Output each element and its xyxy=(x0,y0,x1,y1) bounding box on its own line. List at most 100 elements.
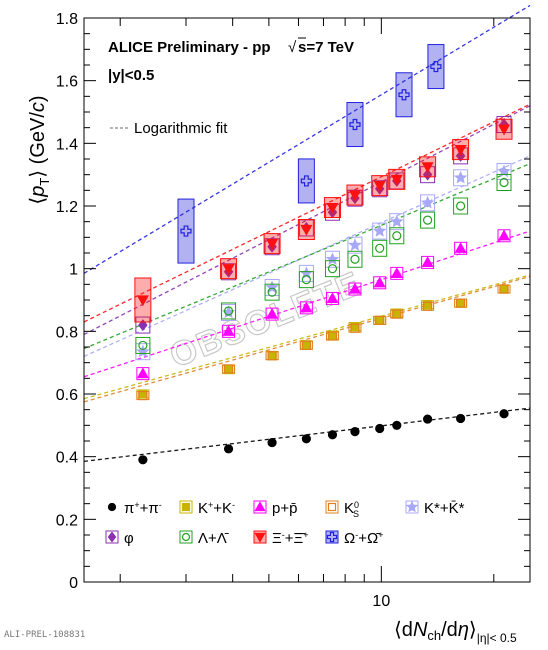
syst-box xyxy=(221,302,237,320)
y-tick-label: 0.2 xyxy=(56,512,78,529)
syst-box xyxy=(372,180,388,198)
data-point xyxy=(325,252,340,265)
data-point xyxy=(327,430,338,440)
data-point xyxy=(327,331,338,341)
fit-line xyxy=(83,163,531,350)
legend-marker xyxy=(181,502,191,512)
data-point xyxy=(373,181,386,192)
legend-entry: Λ+Λ̄ xyxy=(179,530,229,547)
data-point xyxy=(423,414,433,424)
syst-box xyxy=(395,72,413,118)
data-point xyxy=(456,298,466,308)
fit-line xyxy=(83,103,531,323)
data-point xyxy=(456,413,466,424)
series-2 xyxy=(136,229,511,381)
data-point xyxy=(349,118,361,131)
data-point xyxy=(301,340,311,351)
data-point xyxy=(375,243,385,253)
syst-box xyxy=(347,250,363,268)
syst-box xyxy=(496,163,512,181)
y-tick-label: 1 xyxy=(69,262,78,279)
data-point xyxy=(375,423,385,434)
data-point xyxy=(136,295,149,307)
y-tick-label: 0.4 xyxy=(56,450,78,467)
chart-title: ALICE Preliminary - pp xyxy=(108,39,271,56)
legend-label: K0 S xyxy=(344,500,359,519)
data-point xyxy=(222,264,235,275)
data-point xyxy=(348,282,361,294)
data-point xyxy=(300,301,313,313)
syst-box xyxy=(453,197,469,215)
data-point xyxy=(375,315,385,325)
legend-entry: φ xyxy=(105,530,134,547)
syst-box xyxy=(453,169,469,187)
data-point xyxy=(398,89,410,101)
legend-entry: K0 S xyxy=(325,500,359,519)
legend-box xyxy=(105,530,119,544)
syst-box xyxy=(427,44,445,90)
data-point xyxy=(430,60,442,73)
syst-box xyxy=(135,316,151,334)
data-point xyxy=(301,275,311,285)
legend-label: K*+K̄* xyxy=(424,500,465,517)
legend-marker xyxy=(254,501,266,512)
x-tick-label: 10 xyxy=(372,593,390,610)
data-point xyxy=(456,201,466,211)
data-point xyxy=(421,162,434,174)
legend-entry: Ξ-+Ξ̄+ xyxy=(253,530,309,547)
data-point xyxy=(392,420,402,430)
data-point xyxy=(348,190,361,202)
syst-box xyxy=(298,271,314,289)
syst-box xyxy=(389,213,405,231)
data-point xyxy=(373,224,387,237)
legend-entry: π++π- xyxy=(107,500,162,517)
syst-box xyxy=(389,227,405,245)
legend-label: Ω-+Ω̄+ xyxy=(344,530,383,547)
syst-box xyxy=(264,238,280,256)
syst-box xyxy=(177,198,195,264)
series-6 xyxy=(135,174,512,354)
data-point xyxy=(499,409,509,419)
legend-label: π++π- xyxy=(124,500,162,517)
data-point xyxy=(300,224,313,236)
legend-entry: K*+K̄* xyxy=(405,500,465,517)
legend-label: φ xyxy=(124,530,134,547)
data-point xyxy=(421,256,434,267)
data-point xyxy=(350,427,360,437)
y-tick-label: 1.8 xyxy=(56,11,78,28)
legend-marker xyxy=(326,531,338,543)
syst-box xyxy=(297,158,315,204)
chart-texts: 0 0.2 0.4 0.6 0.8 1 1.2 1.4 1.6 1.8 10⟨dNch/dη⟩|η|… xyxy=(27,11,517,645)
legend: π++π- K++K-p+p̄ K0 S K*+K̄* φ Λ+Λ̄ Ξ-+Ξ̄+ Ω-+Ω̄+ xyxy=(105,500,465,547)
syst-box xyxy=(324,260,340,278)
fit-line xyxy=(83,155,531,357)
data-point xyxy=(420,195,435,209)
y-tick-label: 0.8 xyxy=(56,324,78,341)
data-point xyxy=(222,325,235,336)
data-point xyxy=(456,298,466,308)
data-point xyxy=(390,174,403,186)
syst-box xyxy=(346,102,364,148)
series-8 xyxy=(177,44,445,264)
x-axis-label: ⟨dNch/dη⟩|η|< 0.5 xyxy=(394,619,517,645)
data-point xyxy=(326,202,339,214)
data-point xyxy=(373,276,386,288)
syst-box xyxy=(324,250,340,268)
data-point xyxy=(499,284,509,294)
y-tick-label: 0.6 xyxy=(56,387,78,404)
syst-box xyxy=(135,336,151,354)
data-point xyxy=(138,390,148,401)
data-point xyxy=(138,319,148,332)
data-point xyxy=(499,284,509,294)
chart-energy: s=7 TeV xyxy=(298,39,354,56)
legend-marker xyxy=(181,532,191,542)
syst-box xyxy=(420,194,436,212)
legend-box xyxy=(325,530,339,544)
data-point xyxy=(301,434,311,444)
data-point xyxy=(138,340,148,351)
data-point xyxy=(300,175,312,187)
data-point xyxy=(267,351,277,361)
legend-marker xyxy=(107,502,117,512)
data-points xyxy=(134,44,513,465)
legend-marker xyxy=(107,531,117,543)
